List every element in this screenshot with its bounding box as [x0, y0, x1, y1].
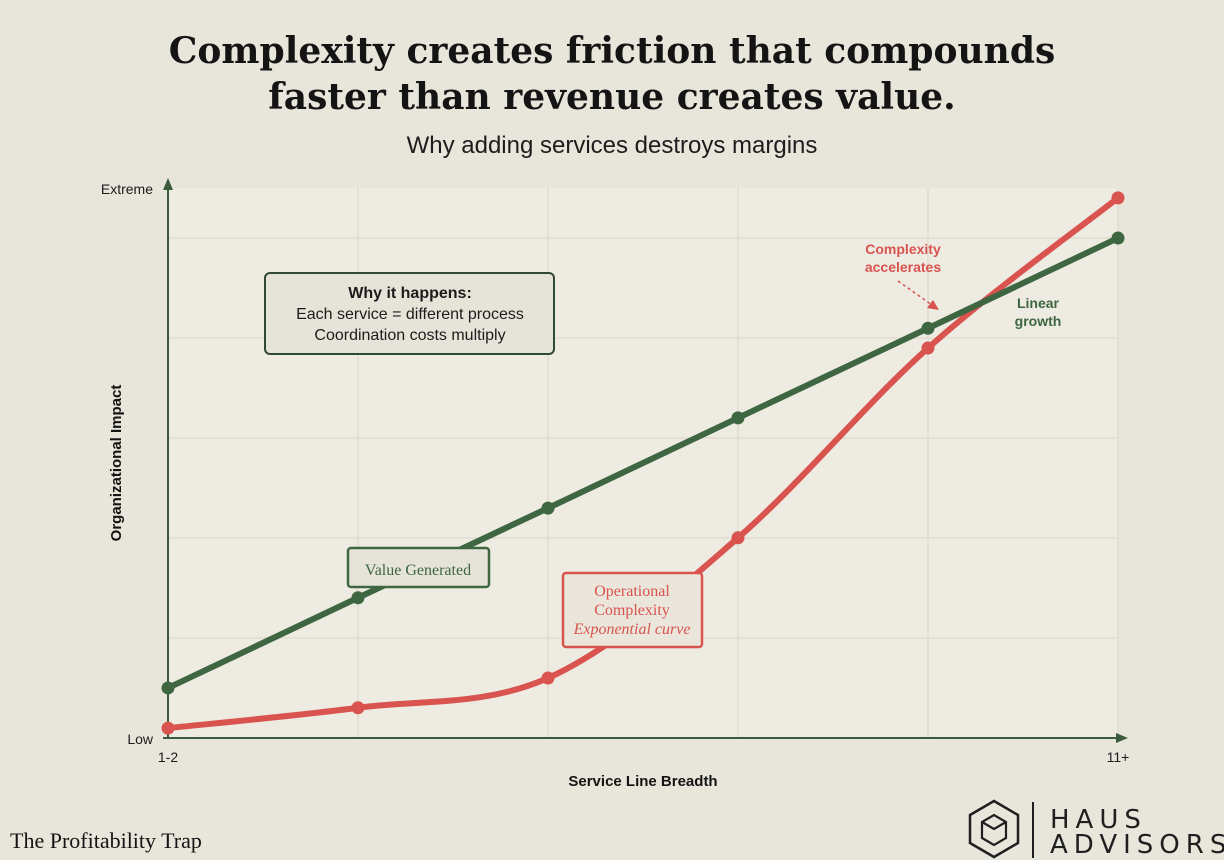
complexity-label-line-3: Exponential curve: [573, 621, 691, 638]
linear-growth-label-line-2: growth: [1015, 313, 1062, 329]
accelerates-label-line-2: accelerates: [865, 259, 942, 275]
data-point-1-3: [731, 531, 745, 545]
x-axis-arrow: [1116, 733, 1128, 743]
why-box-title: Why it happens:: [348, 285, 472, 302]
footer-title: The Profitability Trap: [10, 828, 202, 853]
brand-line-2: ADVISORS: [1050, 830, 1224, 860]
data-point-0-0: [161, 681, 175, 695]
chart-title: Complexity creates friction that compoun…: [0, 28, 1224, 120]
y-tick-label-min: Low: [127, 731, 154, 747]
y-axis-title: Organizational Impact: [108, 385, 125, 542]
brand-line-1: HAUS: [1050, 805, 1147, 835]
title-line-1: Complexity creates friction that compoun…: [168, 30, 1056, 72]
complexity-label-line-2: Complexity: [594, 602, 670, 619]
why-box-frame: [264, 272, 555, 355]
brand-name: HAUS ADVISORS: [1050, 805, 1224, 860]
data-point-0-3: [731, 411, 745, 425]
operational-complexity-label: Operational Complexity Exponential curve: [561, 571, 704, 649]
why-box-line-2: Coordination costs multiply: [314, 327, 505, 344]
value-label-frame: [346, 546, 491, 589]
y-tick-label-max: Extreme: [101, 181, 153, 197]
x-axis-title: Service Line Breadth: [568, 773, 717, 790]
data-point-1-0: [161, 721, 175, 735]
data-point-0-5: [1111, 231, 1125, 245]
series-line-0: [165, 235, 1121, 691]
value-label-text: Value Generated: [365, 562, 471, 579]
hexagon-house-icon: [968, 799, 1020, 859]
brand-logo: HAUS ADVISORS: [966, 798, 1224, 860]
data-point-1-1: [351, 701, 365, 715]
accelerates-label-line-1: Complexity: [865, 241, 941, 257]
why-box-line-1: Each service = different process: [296, 306, 524, 323]
linear-growth-label-line-1: Linear: [1017, 295, 1060, 311]
title-line-2: faster than revenue creates value.: [268, 76, 956, 118]
data-point-1-4: [921, 341, 935, 355]
brand-divider: [1032, 802, 1034, 858]
data-point-0-2: [541, 501, 555, 515]
data-point-0-4: [921, 321, 935, 335]
accelerates-arrow-head: [927, 300, 939, 310]
y-axis-arrow: [163, 178, 173, 190]
why-it-happens-box: Why it happens: Each service = different …: [264, 272, 555, 355]
data-point-0-1: [351, 591, 365, 605]
complexity-label-frame: [561, 571, 704, 649]
accelerates-arrow-line: [897, 280, 933, 306]
x-tick-label-min: 1-2: [158, 749, 178, 765]
chart-subtitle: Why adding services destroys margins: [406, 132, 818, 159]
x-tick-label-max: 11+: [1107, 749, 1130, 765]
data-point-1-2: [541, 671, 555, 685]
complexity-label-line-1: Operational: [594, 583, 670, 600]
value-generated-label: Value Generated: [346, 546, 491, 589]
data-point-1-5: [1111, 191, 1125, 205]
